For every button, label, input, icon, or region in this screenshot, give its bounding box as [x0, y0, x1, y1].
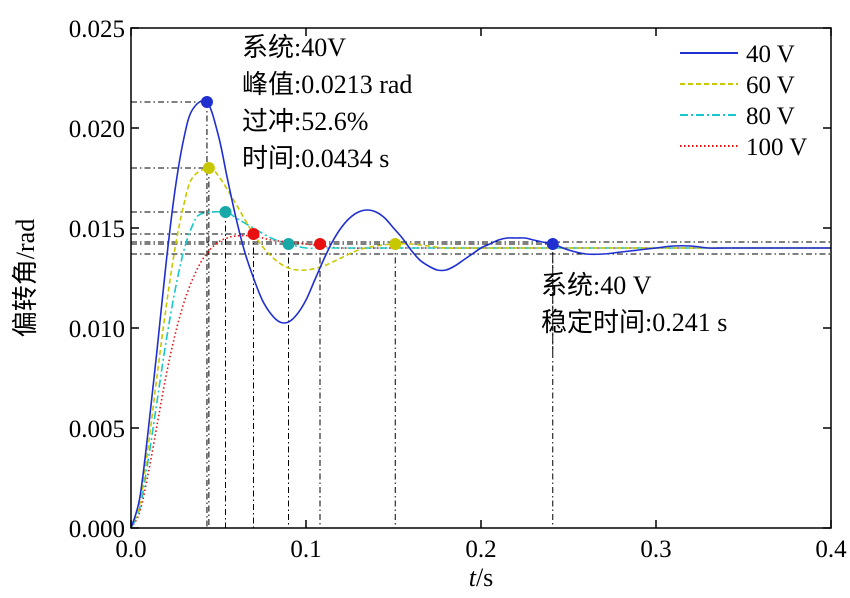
- settling-annotation-line-system: 系统:40 V: [541, 271, 652, 300]
- data-marker: [202, 162, 215, 174]
- legend-label: 60 V: [746, 72, 795, 99]
- x-tick-label: 0.4: [815, 536, 847, 563]
- y-axis-label: 偏转角/rad: [11, 219, 40, 337]
- axes: [130, 27, 832, 529]
- y-tick-label: 0.005: [69, 416, 125, 443]
- plot-frame: [130, 27, 832, 529]
- x-tick-label: 0.2: [465, 536, 496, 563]
- series-line-80v: [130, 210, 831, 529]
- x-axis-ticks: 0.0 0.1 0.2 0.3 0.4: [115, 28, 847, 563]
- data-marker: [200, 96, 213, 108]
- x-axis-label-var: t: [469, 563, 477, 592]
- peak-annotation-line-system: 系统:40V: [242, 33, 346, 62]
- x-tick-label: 0.0: [115, 536, 146, 563]
- legend-label: 100 V: [746, 134, 807, 161]
- legend-label: 40 V: [746, 41, 795, 68]
- markers-layer: [200, 96, 559, 250]
- data-marker: [314, 238, 326, 250]
- legend: 40 V 60 V 80 V 100 V: [680, 41, 807, 161]
- data-marker: [546, 238, 559, 250]
- y-tick-label: 0.020: [69, 116, 125, 143]
- data-marker: [247, 228, 260, 240]
- x-axis-label-unit: /s: [476, 563, 493, 592]
- y-axis-ticks: 0.000 0.005 0.010 0.015 0.020 0.025: [69, 16, 831, 543]
- peak-annotation: 系统:40V 峰值:0.0213 rad 过冲:52.6% 时间:0.0434 …: [242, 33, 412, 173]
- y-tick-label: 0.025: [69, 16, 125, 43]
- x-tick-label: 0.3: [640, 536, 671, 563]
- data-marker: [389, 238, 402, 250]
- y-tick-label: 0.000: [69, 516, 125, 543]
- data-marker: [282, 238, 295, 250]
- settling-annotation-line-time: 稳定时间:0.241 s: [541, 308, 727, 337]
- legend-label: 80 V: [746, 103, 795, 130]
- series-line-100v: [130, 234, 831, 529]
- peak-annotation-line-time: 时间:0.0434 s: [242, 144, 389, 173]
- y-tick-label: 0.010: [69, 316, 125, 343]
- series-line-40v: [130, 99, 831, 529]
- x-axis-label: t/s: [469, 563, 494, 592]
- y-tick-label: 0.015: [69, 216, 125, 243]
- data-marker: [219, 206, 232, 218]
- peak-annotation-line-overshoot: 过冲:52.6%: [242, 107, 368, 136]
- series-line-60v: [130, 167, 831, 529]
- peak-annotation-line-peak: 峰值:0.0213 rad: [242, 70, 412, 99]
- x-tick-label: 0.1: [290, 536, 321, 563]
- settling-annotation: 系统:40 V 稳定时间:0.241 s: [541, 271, 727, 337]
